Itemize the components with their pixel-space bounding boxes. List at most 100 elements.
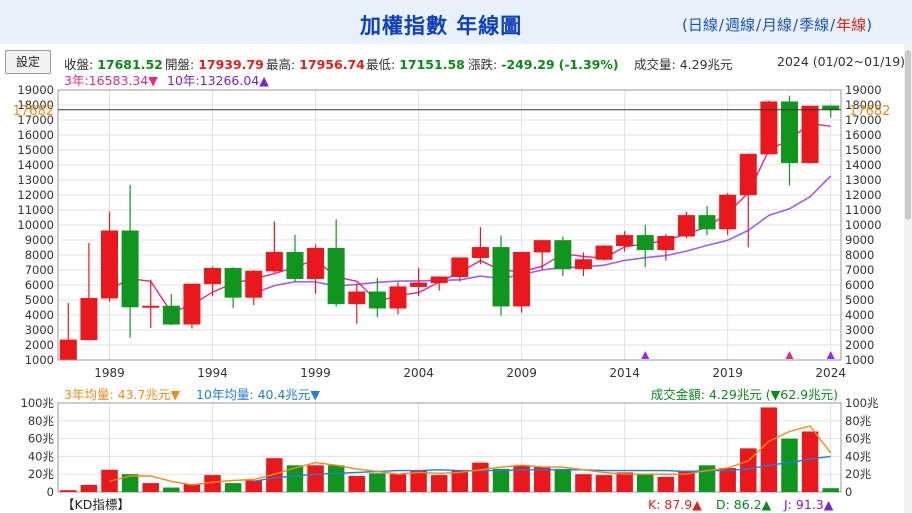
volume-bar — [245, 480, 262, 492]
candlesticks — [58, 95, 841, 360]
volume-bar — [554, 468, 572, 492]
change-label: 漲跌: — [468, 57, 498, 72]
period-selector: (日線/週線/月線/季線/年線) — [682, 14, 872, 35]
volume-bar — [533, 467, 551, 492]
close-label: 收盤: — [64, 57, 94, 72]
price-y-tick-left: 16000 — [17, 128, 54, 142]
candle-body — [636, 235, 654, 251]
change-percent: (-1.39%) — [558, 57, 619, 72]
volume-bar — [163, 487, 180, 492]
volume-bar — [60, 490, 77, 492]
price-y-tick-right: 8000 — [845, 248, 874, 262]
price-y-tick-left: 19000 — [17, 83, 54, 97]
candle-body — [471, 247, 489, 258]
price-y-tick-left: 11000 — [17, 203, 54, 217]
volume-y-tick-left: 20兆 — [28, 467, 55, 481]
candle-body — [80, 297, 98, 341]
candle-body — [451, 257, 469, 278]
price-y-tick-left: 17000 — [17, 113, 54, 127]
high-label: 最高: — [266, 57, 296, 72]
period-tab-month[interactable]: 月線 — [762, 16, 793, 34]
close-price: 收盤: 17681.52 — [64, 54, 163, 73]
candle-body — [513, 251, 531, 307]
candle-body — [59, 339, 77, 360]
candle-body — [801, 105, 819, 164]
candle-body — [368, 291, 386, 309]
volume-bar — [430, 475, 448, 492]
price-y-tick-right: 12000 — [845, 188, 882, 202]
settings-button[interactable]: 設定 — [5, 50, 51, 74]
period-tab-day[interactable]: 日線 — [687, 16, 718, 34]
kd-k-value: K: 87.9▲ — [648, 497, 702, 512]
candle-body — [430, 276, 448, 284]
period-tab-week[interactable]: 週線 — [724, 16, 755, 34]
volume-bar — [80, 484, 98, 492]
volume-bar — [327, 465, 345, 492]
volume-plot-frame — [57, 402, 842, 493]
x-tick-label: 1994 — [197, 366, 228, 380]
date-range: 2024 (01/02~01/19) — [777, 54, 906, 69]
price-y-tick-left: 13000 — [17, 173, 54, 187]
period-open-paren: ( — [682, 16, 688, 34]
volume-bar — [389, 474, 407, 492]
volume-bar — [224, 483, 242, 492]
volume-ma3-legend: 3年均量: 43.7兆元▼ — [64, 387, 180, 402]
current-price-label-left: 17682 — [13, 104, 54, 119]
candle-body — [760, 101, 778, 155]
change-value: -249.29 — [501, 57, 555, 72]
volume-bar — [719, 467, 736, 492]
price-y-tick-left: 18000 — [17, 98, 54, 112]
volume-y-tick-left: 0 — [47, 485, 54, 499]
period-close-paren: ) — [866, 16, 873, 34]
volume-y-tick-left: 80兆 — [28, 414, 55, 428]
price-y-tick-left: 10000 — [17, 218, 54, 232]
x-tick-label: 2024 — [815, 366, 846, 380]
volume-bar — [204, 475, 221, 492]
candle-body — [245, 270, 263, 298]
period-tab-year[interactable]: 年線 — [836, 16, 867, 34]
price-y-tick-right: 6000 — [845, 278, 874, 292]
open-label: 開盤: — [165, 57, 195, 72]
price-y-tick-right: 18000 — [845, 98, 882, 112]
price-y-tick-right: 1000 — [845, 353, 874, 367]
volume-y-tick-left: 100兆 — [21, 396, 55, 410]
period-separator: / — [793, 16, 799, 34]
volume-bar — [637, 474, 654, 492]
price-y-tick-right: 11000 — [845, 203, 882, 217]
vertical-scrollbar[interactable] — [904, 44, 912, 513]
candle-body — [595, 245, 613, 260]
candle-body — [533, 240, 551, 253]
x-tick-label: 1999 — [300, 366, 331, 380]
price-y-tick-right: 3000 — [845, 323, 874, 337]
volume-y-tick-left: 40兆 — [28, 449, 55, 463]
price-y-tick-right: 9000 — [845, 233, 874, 247]
period-separator: / — [830, 16, 836, 34]
grid-lines — [58, 89, 841, 493]
period-tab-season[interactable]: 季線 — [799, 16, 830, 34]
volume-bar — [369, 473, 386, 492]
volume-bar — [781, 438, 798, 492]
volume-bar — [348, 475, 366, 492]
volume-y-tick-right: 40兆 — [845, 449, 872, 463]
candle-body — [780, 101, 798, 164]
low-label: 最低: — [366, 57, 396, 72]
candle-body — [204, 267, 222, 285]
price-y-tick-left: 8000 — [25, 248, 54, 262]
price-y-tick-left: 5000 — [25, 293, 54, 307]
volume-ma10-legend: 10年均量: 40.4兆元▼ — [196, 387, 320, 402]
volume-bar — [142, 483, 159, 492]
high-value: 17956.74 — [299, 57, 365, 72]
period-separator: / — [755, 16, 762, 34]
signal-marker — [641, 351, 650, 359]
candle-body — [307, 248, 325, 279]
candle-body — [677, 215, 695, 237]
candle-body — [265, 251, 283, 272]
volume-bar — [801, 431, 819, 492]
scrollbar-thumb[interactable] — [905, 50, 911, 220]
volume-bar — [410, 470, 427, 492]
kd-indicator-label[interactable]: 【KD指標】 — [62, 497, 130, 512]
x-tick-label: 2014 — [609, 366, 640, 380]
price-y-tick-left: 7000 — [25, 263, 54, 277]
volume-bar — [595, 475, 613, 492]
